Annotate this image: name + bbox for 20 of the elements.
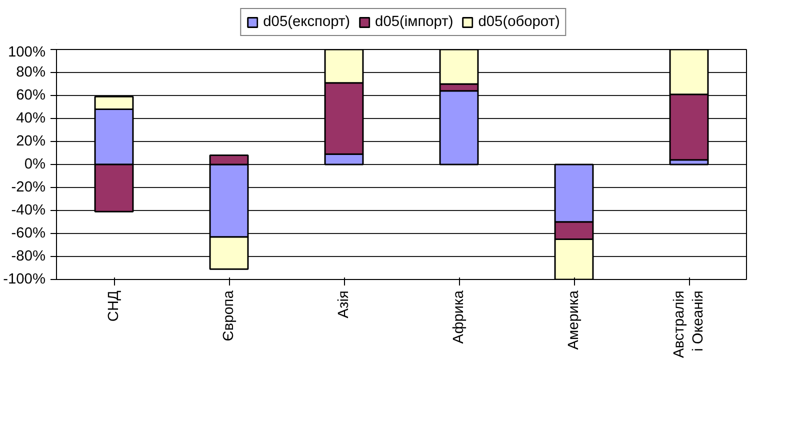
y-tick-label: 20%: [16, 134, 46, 150]
y-tick-label: -20%: [11, 180, 46, 196]
y-tick-label: -100%: [3, 272, 46, 288]
x-tick-label: Африка: [451, 290, 467, 344]
y-tick-label: -40%: [11, 202, 46, 218]
legend-label: d05(оборот): [478, 14, 560, 30]
x-tick-label: Америка: [566, 290, 582, 350]
y-tick-label: 40%: [16, 110, 46, 126]
y-tick-label: -60%: [11, 226, 46, 242]
y-tick-label: -80%: [11, 248, 46, 264]
y-tick-label: 60%: [16, 88, 46, 104]
y-tick-label: 80%: [16, 64, 46, 80]
x-tick-label: СНД: [106, 290, 122, 322]
x-tick-label: Австралія і Океанія: [671, 290, 707, 358]
y-tick-label: 100%: [8, 44, 46, 60]
legend-label: d05(імпорт): [375, 14, 454, 30]
x-tick-label: Європа: [221, 290, 237, 342]
x-tick-label: Азія: [336, 290, 352, 318]
legend-label: d05(експорт): [263, 14, 350, 30]
y-tick-label: 0%: [24, 156, 46, 172]
